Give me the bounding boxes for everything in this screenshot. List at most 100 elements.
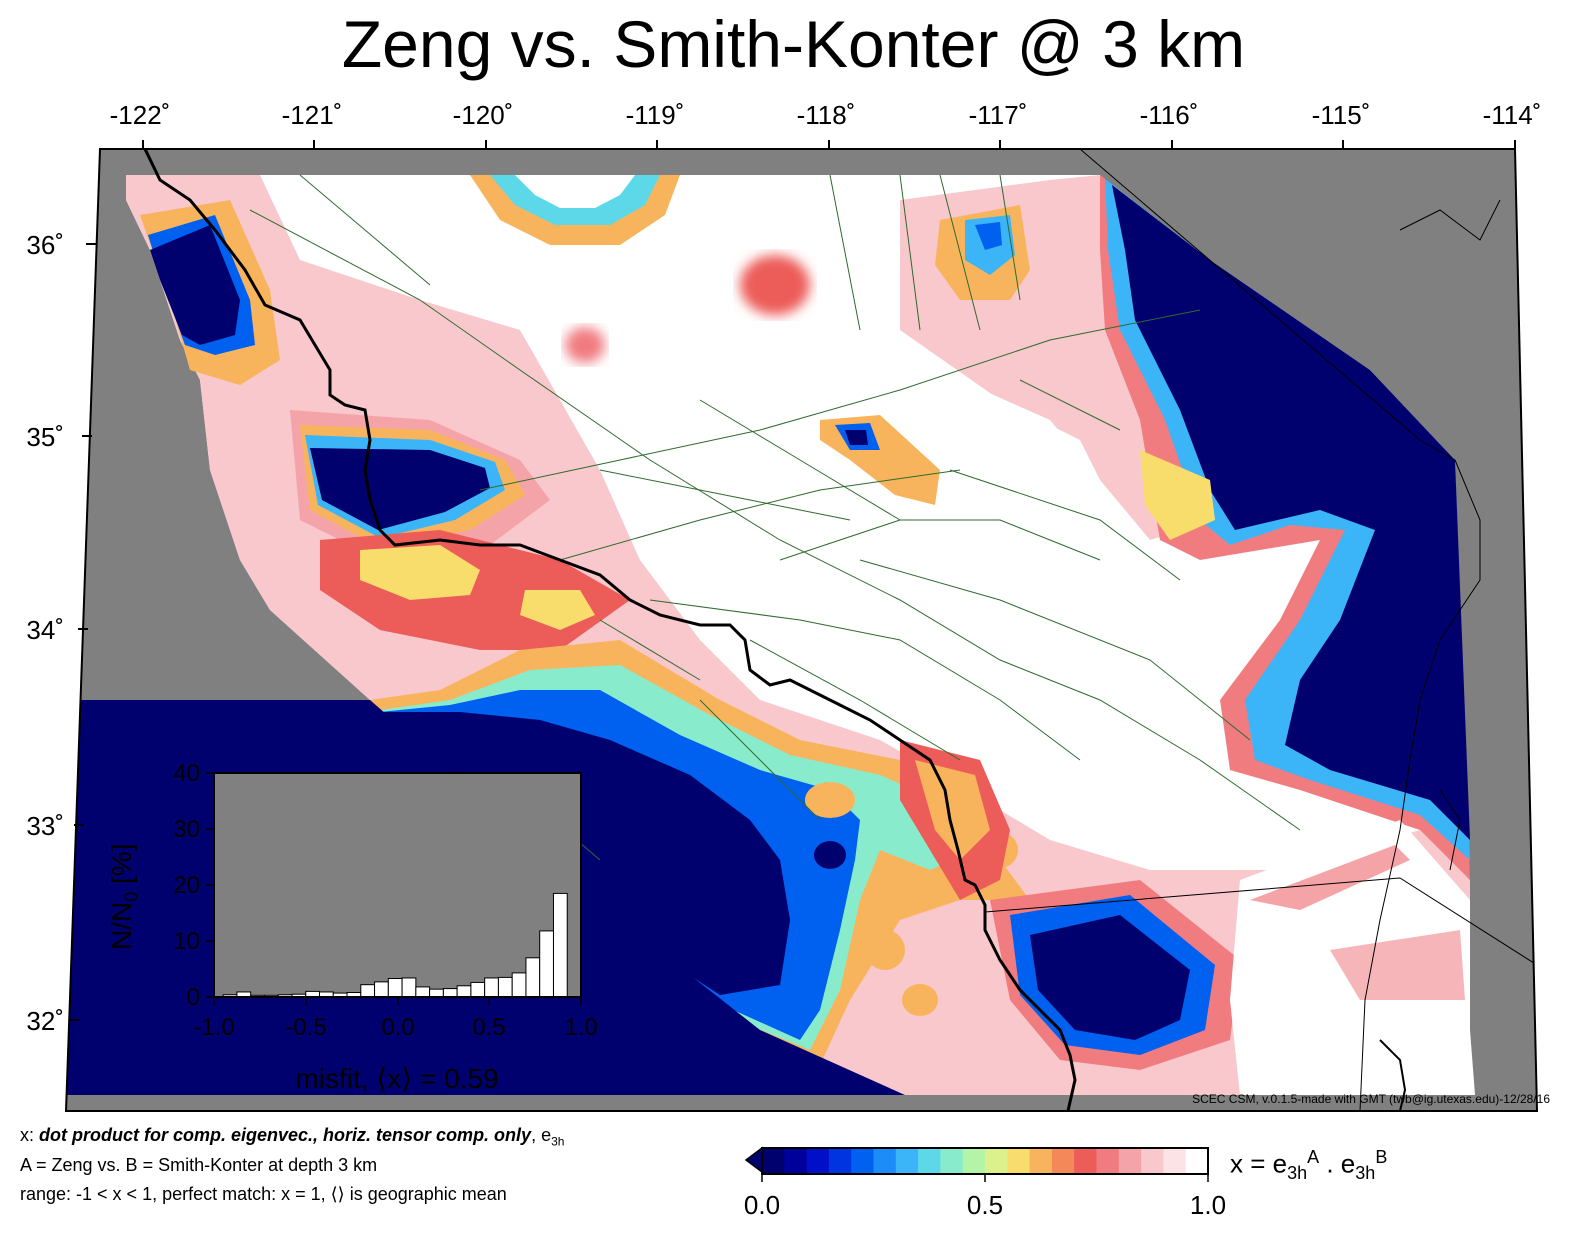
colorbar-cells — [762, 1148, 1209, 1174]
histogram-bar — [511, 972, 527, 998]
lat-label: 32˚ — [26, 1006, 64, 1036]
pink-zone-west — [126, 175, 1475, 1095]
lat-label: 33˚ — [26, 811, 64, 841]
caption-prefix: x: — [20, 1125, 40, 1145]
histogram-background — [214, 773, 581, 997]
colorbar — [744, 1146, 1209, 1182]
histogram-bar — [539, 930, 554, 998]
red-patch — [565, 327, 605, 363]
caption-line-2: A = Zeng vs. B = Smith-Konter at depth 3… — [20, 1155, 378, 1175]
warm-spot — [865, 930, 905, 970]
histogram-bar — [456, 985, 472, 998]
colorbar-cell — [1051, 1148, 1075, 1174]
warm-spot — [902, 984, 938, 1016]
state-boundaries — [984, 149, 1537, 1111]
cb-label-text: x = e — [1230, 1148, 1288, 1179]
warm-spot — [805, 782, 855, 818]
red-patch — [740, 255, 810, 315]
hist-xtick: -1.0 — [193, 1014, 235, 1041]
histogram-bar — [360, 984, 376, 998]
hist-xtick: -0.5 — [285, 1014, 327, 1041]
hist-ylabel: N/N0 [%] — [106, 844, 143, 950]
map-frame — [64, 148, 1539, 1112]
gulf-coastline — [1379, 1039, 1407, 1111]
hist-ytick: 30 — [173, 816, 200, 843]
caption-bold: dot product for comp. eigenvec., horiz. … — [39, 1125, 532, 1145]
histogram-bar — [401, 977, 417, 998]
colorbar-cell — [828, 1148, 852, 1174]
histogram-bar — [387, 978, 403, 998]
lat-label: 35˚ — [26, 422, 64, 452]
histogram-bar — [497, 976, 513, 998]
colorbar-cell — [940, 1148, 964, 1174]
coastline — [143, 149, 1077, 1111]
histogram-bar — [525, 957, 541, 998]
histogram-bar — [442, 988, 458, 998]
colorbar-cell — [1118, 1148, 1142, 1174]
caption-line-1: x: dot product for comp. eigenvec., hori… — [20, 1125, 564, 1149]
colorbar-tick: 1.0 — [1189, 1190, 1227, 1220]
lon-label: -114˚ — [1482, 100, 1542, 130]
lon-label: -115˚ — [1311, 100, 1371, 130]
colorbar-cell — [1185, 1148, 1209, 1174]
lon-label: -121˚ — [281, 100, 343, 130]
cb-label-sub: 3h — [1287, 1162, 1308, 1183]
hist-ylabel-sub: 0 — [121, 891, 142, 902]
cb-label-mid: . e — [1319, 1148, 1356, 1179]
cb-label-sup: A — [1307, 1147, 1320, 1167]
hist-ylabel-unit: [%] — [106, 843, 137, 892]
colorbar-cell — [851, 1148, 874, 1174]
colorbar-tick: 0.0 — [743, 1190, 781, 1220]
blue-spot — [814, 841, 846, 869]
lon-label: -116˚ — [1139, 100, 1199, 130]
lon-label: -118˚ — [796, 100, 856, 130]
lon-label: -119˚ — [625, 100, 685, 130]
colorbar-cell — [1029, 1148, 1053, 1174]
misfit-field — [66, 149, 1537, 1111]
colorbar-cell — [1163, 1148, 1187, 1174]
colorbar-tick: 0.5 — [966, 1190, 1004, 1220]
colorbar-cell — [784, 1148, 808, 1174]
credit-line: SCEC CSM, v.0.1.5-made with GMT (twb@ig.… — [1192, 1092, 1550, 1106]
colorbar-label: x = e3hA . e3hB — [1230, 1147, 1387, 1184]
histogram-bar — [552, 892, 568, 998]
histogram-bar — [415, 986, 431, 998]
histogram-bar — [374, 981, 389, 998]
hist-xtick: 0.5 — [472, 1014, 506, 1041]
histogram-bar — [470, 981, 486, 998]
histogram-ticks — [206, 772, 582, 1005]
colorbar-underflow-arrow — [744, 1146, 763, 1174]
warm-fringe-east — [1140, 450, 1215, 540]
histogram-inset — [206, 772, 582, 1005]
lat-label: 34˚ — [26, 615, 64, 645]
hist-ytick: 0 — [186, 984, 200, 1011]
hist-ylabel-text: N/N — [106, 901, 137, 950]
colorbar-cell — [962, 1148, 986, 1174]
hist-xlabel: misfit, ⟨x⟩ = 0.59 — [295, 1063, 499, 1094]
colorbar-cell — [873, 1148, 897, 1174]
caption-sub: 3h — [551, 1134, 565, 1149]
frame-ticks-left — [70, 243, 96, 1021]
histogram-bar — [484, 977, 499, 998]
colorbar-cell — [1074, 1148, 1097, 1174]
fault-traces — [249, 174, 1301, 861]
lon-label: -120˚ — [452, 100, 514, 130]
cb-label-sup: B — [1375, 1147, 1388, 1167]
colorbar-cell — [985, 1148, 1008, 1174]
colorbar-cell — [1141, 1148, 1164, 1174]
lon-label: -122˚ — [109, 100, 171, 130]
colorbar-cell — [918, 1148, 941, 1174]
colorbar-cell — [1007, 1148, 1031, 1174]
hist-xtick: 1.0 — [564, 1014, 598, 1041]
hist-ytick: 20 — [173, 872, 200, 899]
caption-suffix: , e — [531, 1125, 552, 1145]
histogram-bar — [429, 988, 444, 998]
colorbar-cell — [895, 1148, 919, 1174]
lon-label: -117˚ — [968, 100, 1028, 130]
north-margin — [100, 149, 1515, 175]
northeast-margin — [1100, 175, 1515, 460]
cb-label-sub: 3h — [1355, 1162, 1376, 1183]
map-title: Zeng vs. Smith-Konter @ 3 km — [341, 7, 1246, 81]
hist-xtick: 0.0 — [381, 1014, 415, 1041]
